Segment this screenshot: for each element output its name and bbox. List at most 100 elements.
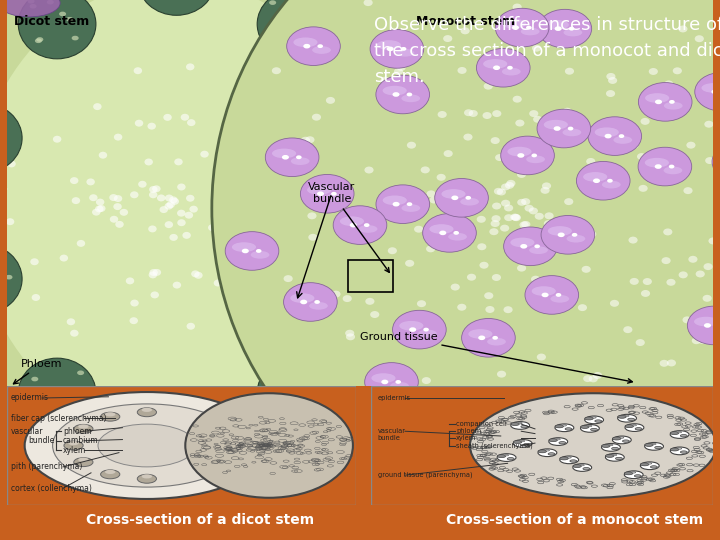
Ellipse shape xyxy=(639,185,648,192)
Ellipse shape xyxy=(188,443,195,448)
Ellipse shape xyxy=(402,99,410,106)
Ellipse shape xyxy=(484,83,492,90)
Ellipse shape xyxy=(293,173,302,180)
Ellipse shape xyxy=(498,454,516,461)
Ellipse shape xyxy=(669,100,675,104)
Ellipse shape xyxy=(284,205,293,212)
Ellipse shape xyxy=(541,187,549,194)
Ellipse shape xyxy=(73,458,93,467)
Ellipse shape xyxy=(654,164,662,169)
Ellipse shape xyxy=(27,0,35,4)
Ellipse shape xyxy=(138,402,215,471)
Ellipse shape xyxy=(477,244,487,250)
Ellipse shape xyxy=(562,107,572,114)
Ellipse shape xyxy=(643,278,652,285)
Ellipse shape xyxy=(534,245,540,248)
Ellipse shape xyxy=(547,237,557,243)
Ellipse shape xyxy=(570,460,577,462)
Ellipse shape xyxy=(582,266,590,273)
Ellipse shape xyxy=(505,455,508,456)
Ellipse shape xyxy=(364,255,372,259)
Ellipse shape xyxy=(703,263,713,270)
Ellipse shape xyxy=(149,191,158,198)
Ellipse shape xyxy=(686,141,696,149)
Ellipse shape xyxy=(358,241,366,247)
Ellipse shape xyxy=(703,295,712,302)
Ellipse shape xyxy=(109,216,118,222)
Ellipse shape xyxy=(492,202,501,210)
Ellipse shape xyxy=(638,147,692,186)
Ellipse shape xyxy=(519,221,528,228)
Ellipse shape xyxy=(214,280,222,287)
Ellipse shape xyxy=(461,28,469,35)
Ellipse shape xyxy=(331,192,337,195)
Ellipse shape xyxy=(510,238,534,247)
Ellipse shape xyxy=(512,25,519,30)
Ellipse shape xyxy=(628,418,634,421)
Ellipse shape xyxy=(307,185,331,195)
Ellipse shape xyxy=(152,185,161,192)
Ellipse shape xyxy=(354,298,361,302)
Ellipse shape xyxy=(705,157,714,164)
Ellipse shape xyxy=(420,166,430,173)
Ellipse shape xyxy=(355,135,362,140)
Ellipse shape xyxy=(512,214,521,221)
Ellipse shape xyxy=(669,165,675,168)
Ellipse shape xyxy=(142,408,152,412)
Ellipse shape xyxy=(629,429,654,438)
Ellipse shape xyxy=(251,251,269,259)
Ellipse shape xyxy=(356,164,364,171)
Ellipse shape xyxy=(544,120,568,130)
Ellipse shape xyxy=(194,272,202,279)
Ellipse shape xyxy=(680,435,687,437)
Ellipse shape xyxy=(510,422,530,429)
Ellipse shape xyxy=(430,197,438,204)
Ellipse shape xyxy=(185,393,353,498)
Ellipse shape xyxy=(130,317,138,324)
Ellipse shape xyxy=(609,444,613,445)
Ellipse shape xyxy=(0,116,4,121)
Ellipse shape xyxy=(513,440,532,447)
Ellipse shape xyxy=(36,37,43,42)
Ellipse shape xyxy=(510,431,528,439)
Ellipse shape xyxy=(478,335,485,340)
Text: phloem: phloem xyxy=(63,427,91,436)
Ellipse shape xyxy=(392,179,400,186)
Ellipse shape xyxy=(504,205,513,212)
Ellipse shape xyxy=(77,370,84,375)
Ellipse shape xyxy=(53,136,61,143)
Ellipse shape xyxy=(308,284,318,291)
Ellipse shape xyxy=(713,326,720,333)
Ellipse shape xyxy=(531,153,537,157)
Ellipse shape xyxy=(679,272,688,278)
Ellipse shape xyxy=(138,0,215,15)
Ellipse shape xyxy=(426,326,435,332)
Ellipse shape xyxy=(588,426,592,427)
Ellipse shape xyxy=(390,382,409,390)
Ellipse shape xyxy=(680,451,688,453)
Ellipse shape xyxy=(556,438,560,440)
Ellipse shape xyxy=(199,434,206,439)
Ellipse shape xyxy=(341,138,348,143)
Ellipse shape xyxy=(423,213,477,252)
Ellipse shape xyxy=(177,219,186,226)
Ellipse shape xyxy=(305,38,312,43)
Ellipse shape xyxy=(426,191,436,197)
Ellipse shape xyxy=(573,464,581,468)
Ellipse shape xyxy=(438,111,447,118)
Ellipse shape xyxy=(301,295,310,301)
Ellipse shape xyxy=(451,284,460,291)
Ellipse shape xyxy=(370,30,423,68)
Ellipse shape xyxy=(608,410,616,417)
Ellipse shape xyxy=(704,323,711,328)
Ellipse shape xyxy=(521,426,528,428)
Ellipse shape xyxy=(413,184,421,191)
Ellipse shape xyxy=(613,437,621,440)
Ellipse shape xyxy=(70,330,78,336)
Ellipse shape xyxy=(623,418,677,457)
Ellipse shape xyxy=(384,273,446,301)
Ellipse shape xyxy=(484,412,538,451)
Ellipse shape xyxy=(678,448,682,449)
Ellipse shape xyxy=(593,178,600,183)
Ellipse shape xyxy=(577,161,630,200)
